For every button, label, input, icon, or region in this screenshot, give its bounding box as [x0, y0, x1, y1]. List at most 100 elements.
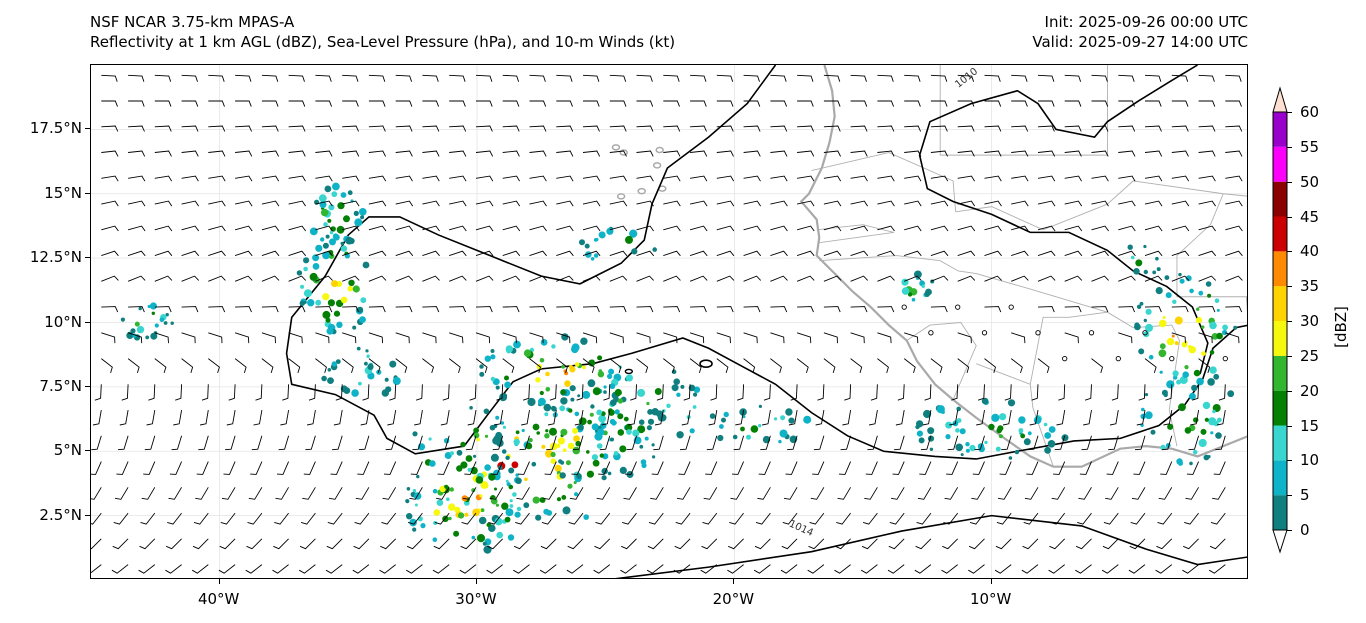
- wind-barb: [651, 461, 664, 475]
- wind-barb: [663, 250, 681, 257]
- wind-barb: [208, 358, 220, 374]
- wind-barb: [556, 225, 574, 232]
- reflectivity-echo: [1192, 449, 1198, 455]
- wind-barb: [342, 100, 359, 107]
- reflectivity-echo: [652, 455, 656, 459]
- wind-barb: [315, 150, 333, 157]
- wind-barb: [1183, 538, 1199, 550]
- wind-barb: [603, 384, 611, 401]
- wind-barb: [128, 100, 145, 107]
- latitude-tick-label: 7.5°N: [39, 376, 82, 395]
- latitude-tick-label: 10°N: [44, 312, 82, 331]
- reflectivity-echo: [1185, 275, 1192, 282]
- wind-barb: [877, 332, 892, 344]
- wind-barb: [916, 512, 932, 525]
- wind-barb: [946, 461, 959, 475]
- wind-barb: [208, 250, 226, 257]
- reflectivity-echo: [312, 263, 320, 270]
- wind-barb: [957, 225, 976, 232]
- reflectivity-echo: [345, 236, 354, 245]
- reflectivity-echo: [721, 417, 726, 423]
- wind-barb: [1091, 306, 1109, 313]
- wind-barb: [887, 564, 905, 574]
- wind-barb: [571, 461, 584, 475]
- wind-barb: [1027, 435, 1039, 451]
- wind-barb: [395, 175, 413, 182]
- reflectivity-echo: [1222, 324, 1228, 331]
- wind-barb: [1078, 487, 1092, 500]
- wind-barb: [208, 225, 226, 232]
- latitude-tick-mark: [85, 128, 90, 130]
- colorbar-tick-label: 20: [1300, 381, 1320, 400]
- reflectivity-echo: [1203, 454, 1210, 461]
- wind-barb: [1144, 225, 1163, 232]
- wind-barb: [358, 435, 370, 451]
- wind-barb: [733, 435, 745, 451]
- reflectivity-echo: [329, 230, 334, 235]
- wind-barb: [127, 275, 146, 282]
- wind-barb: [941, 564, 958, 574]
- reflectivity-echo: [509, 499, 513, 503]
- reflectivity-echo: [539, 390, 544, 396]
- reflectivity-echo: [504, 375, 509, 381]
- wind-barb: [544, 461, 557, 475]
- wind-barb: [208, 275, 226, 282]
- reflectivity-echo: [327, 218, 332, 223]
- reflectivity-echo: [1196, 377, 1204, 386]
- reflectivity-echo: [381, 389, 389, 397]
- reflectivity-echo: [590, 257, 595, 261]
- reflectivity-echo: [995, 446, 1001, 452]
- reflectivity-echo: [347, 190, 353, 196]
- wind-barb: [957, 175, 975, 182]
- wind-barb: [861, 538, 878, 550]
- wind-barb: [278, 435, 290, 451]
- time-block: Init: 2025-09-26 00:00 UTC Valid: 2025-0…: [1032, 12, 1248, 52]
- reflectivity-echo: [936, 405, 945, 414]
- reflectivity-echo: [1167, 423, 1174, 430]
- wind-barb: [850, 150, 868, 157]
- reflectivity-echo: [1164, 275, 1170, 280]
- calm-wind-marker: [981, 330, 988, 336]
- wind-barb: [415, 384, 423, 401]
- reflectivity-echo: [625, 374, 634, 382]
- wind-barb: [1037, 125, 1055, 132]
- reflectivity-echo: [416, 474, 420, 479]
- wind-barb: [315, 225, 333, 232]
- reflectivity-echo: [927, 427, 935, 435]
- wind-barb: [594, 538, 611, 550]
- wind-barb: [788, 410, 798, 426]
- reflectivity-echo: [671, 384, 679, 392]
- wind-barb: [143, 461, 156, 475]
- wind-barb: [796, 225, 815, 232]
- reflectivity-echo: [1018, 416, 1026, 424]
- reflectivity-echo: [1182, 371, 1189, 379]
- reflectivity-echo: [356, 346, 361, 351]
- reflectivity-echo: [1209, 350, 1215, 355]
- wind-barb: [261, 225, 280, 232]
- wind-barb: [288, 358, 301, 374]
- latitude-tick-mark: [85, 514, 90, 516]
- wind-barb: [288, 175, 306, 182]
- wind-barb: [395, 74, 413, 82]
- wind-barb: [261, 332, 276, 344]
- reflectivity-echo: [646, 425, 653, 431]
- reflectivity-echo: [652, 247, 657, 252]
- wind-barb: [984, 225, 1002, 232]
- reflectivity-echo: [607, 471, 612, 476]
- wind-barb: [368, 225, 387, 232]
- reflectivity-echo: [543, 403, 552, 412]
- wind-barb: [817, 384, 825, 401]
- wind-barb: [449, 74, 466, 82]
- reflectivity-echo: [562, 506, 571, 515]
- wind-barb: [984, 250, 1002, 257]
- wind-barb: [743, 150, 761, 157]
- wind-barb: [690, 200, 708, 207]
- wind-barb: [877, 100, 895, 107]
- wind-barb: [475, 74, 493, 82]
- wind-barb: [128, 150, 146, 157]
- wind-barb: [181, 250, 200, 257]
- wind-barb: [325, 564, 343, 574]
- wind-barb: [475, 175, 494, 182]
- wind-barb: [601, 410, 611, 426]
- reflectivity-echo: [1188, 346, 1197, 354]
